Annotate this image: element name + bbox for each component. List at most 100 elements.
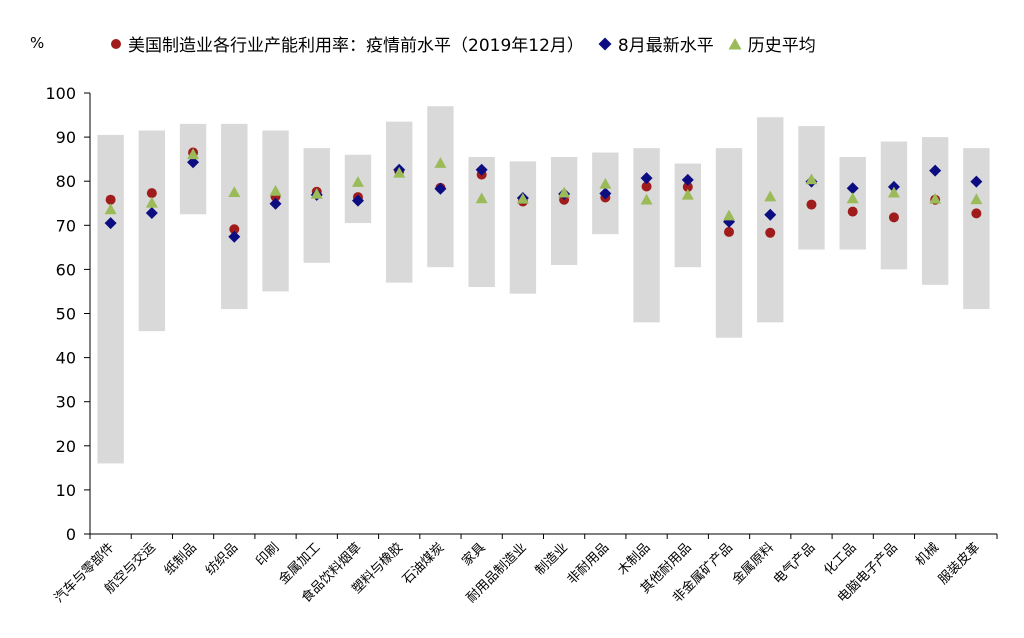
legend-item-pre-pandemic: 美国制造业各行业产能利用率：疫情前水平（2019年12月） [110, 31, 584, 56]
range-bar [97, 134, 124, 464]
y-tick-label: 60 [56, 260, 76, 279]
data-point-pre-pandemic [146, 188, 157, 199]
data-point-august [475, 163, 488, 176]
x-tick-label: 纸制品 [162, 540, 200, 578]
data-point-august [929, 164, 942, 177]
data-point-historical-avg [434, 157, 447, 168]
data-point-historical-avg [599, 177, 612, 189]
range-bar [221, 123, 248, 310]
data-point-august [846, 182, 859, 195]
x-tick-label: 纺织品 [203, 540, 241, 578]
range-bar [963, 148, 990, 310]
data-point-pre-pandemic [229, 224, 240, 235]
data-point-august [434, 182, 447, 195]
y-tick-label: 0 [66, 525, 76, 544]
data-point-historical-avg [764, 190, 777, 202]
data-point-historical-avg [351, 176, 364, 187]
data-point-historical-avg [228, 186, 241, 198]
x-tick-label: 木制品 [615, 540, 653, 578]
data-point-historical-avg [681, 188, 694, 200]
data-point-august [351, 194, 364, 207]
data-point-august [104, 217, 117, 230]
range-bar [509, 161, 537, 294]
data-point-historical-avg [516, 192, 529, 204]
data-point-pre-pandemic [641, 181, 652, 192]
range-bar [303, 148, 330, 263]
range-bar [344, 154, 372, 224]
data-point-historical-avg [846, 192, 859, 204]
data-point-august [228, 230, 241, 243]
legend-item-august: 8月最新水平 [598, 31, 714, 56]
data-point-historical-avg [805, 173, 818, 185]
x-tick-label: 电气产品 [770, 540, 818, 588]
data-point-pre-pandemic [888, 212, 899, 223]
data-point-august [269, 197, 282, 210]
data-point-pre-pandemic [765, 227, 776, 238]
data-point-august [970, 175, 983, 188]
data-point-pre-pandemic [682, 181, 693, 192]
data-point-historical-avg [929, 192, 942, 204]
data-point-historical-avg [475, 192, 488, 204]
range-bar [839, 156, 866, 250]
range-bar [138, 130, 166, 332]
data-point-pre-pandemic [806, 199, 817, 210]
range-bar [386, 121, 413, 283]
diamond-marker-icon [598, 37, 612, 50]
legend-item-historical-avg: 历史平均 [728, 31, 816, 56]
legend-label-august: 8月最新水平 [617, 36, 714, 56]
range-bar [179, 123, 207, 215]
x-tick-label: 非耐用品 [565, 540, 612, 587]
y-tick-label: 90 [56, 128, 76, 147]
data-point-august [681, 173, 694, 186]
y-unit-label: % [30, 34, 45, 52]
data-point-historical-avg [187, 148, 200, 160]
range-bar [715, 148, 743, 338]
data-point-historical-avg [393, 166, 406, 178]
data-point-historical-avg [269, 184, 282, 196]
data-point-august [640, 172, 653, 185]
data-point-historical-avg [104, 203, 117, 215]
x-tick-label: 制造业 [533, 540, 571, 578]
y-tick-label: 20 [56, 437, 76, 456]
x-tick-label: 化工品 [821, 540, 859, 578]
x-tick-label: 金属原料 [729, 540, 777, 588]
y-tick-label: 40 [56, 349, 76, 368]
data-point-august [187, 156, 200, 169]
data-point-historical-avg [723, 209, 736, 221]
legend-label-pre-pandemic: 美国制造业各行业产能利用率：疫情前水平（2019年12月） [128, 36, 584, 56]
range-bar [880, 141, 908, 270]
y-tick-label: 100 [45, 84, 76, 103]
legend-label-historical-avg: 历史平均 [747, 36, 816, 56]
data-point-historical-avg [887, 186, 900, 198]
y-tick-label: 10 [56, 481, 76, 500]
triangle-marker-icon [728, 38, 742, 50]
circle-marker-icon [111, 38, 121, 49]
data-point-historical-avg [145, 196, 158, 208]
x-tick-label: 机械 [913, 540, 942, 569]
data-point-historical-avg [970, 193, 983, 205]
data-point-august [145, 206, 158, 219]
x-tick-label: 石油煤炭 [400, 540, 447, 587]
data-point-historical-avg [640, 193, 653, 205]
data-point-pre-pandemic [105, 194, 116, 205]
x-tick-label: 家具 [459, 540, 489, 570]
y-tick-label: 50 [56, 305, 76, 324]
range-bar [921, 137, 949, 285]
y-tick-label: 30 [56, 393, 76, 412]
data-point-pre-pandemic [847, 206, 858, 217]
x-tick-label: 汽车与零部件 [51, 540, 117, 606]
range-bar [798, 126, 825, 250]
data-point-august [764, 208, 777, 221]
data-point-historical-avg [558, 186, 571, 198]
range-bar [262, 130, 289, 292]
data-point-pre-pandemic [724, 226, 735, 237]
x-tick-label: 服装皮革 [936, 540, 983, 587]
data-point-pre-pandemic [971, 208, 982, 219]
data-point-historical-avg [310, 187, 323, 199]
range-bar [550, 156, 578, 265]
data-point-august [599, 187, 612, 200]
y-tick-label: 70 [56, 216, 76, 235]
y-tick-label: 80 [56, 172, 76, 191]
x-tick-label: 印刷 [253, 540, 282, 569]
